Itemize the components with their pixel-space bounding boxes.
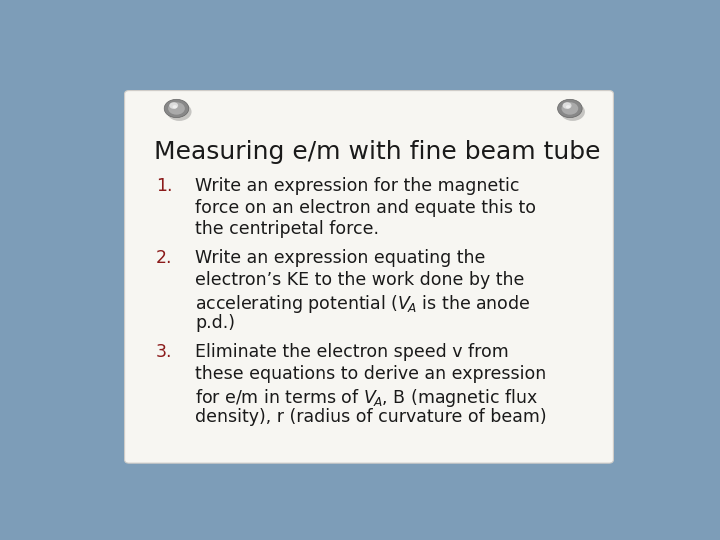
Text: Write an expression for the magnetic: Write an expression for the magnetic: [195, 177, 519, 195]
Circle shape: [557, 99, 582, 118]
Text: accelerating potential ($V_{\!A}$ is the anode: accelerating potential ($V_{\!A}$ is the…: [195, 293, 531, 315]
Circle shape: [562, 102, 572, 109]
Circle shape: [173, 105, 177, 109]
Circle shape: [560, 103, 585, 121]
Circle shape: [169, 102, 178, 109]
Text: force on an electron and equate this to: force on an electron and equate this to: [195, 199, 536, 217]
Text: 2.: 2.: [156, 249, 173, 267]
Text: the centripetal force.: the centripetal force.: [195, 220, 379, 238]
Circle shape: [168, 102, 185, 114]
FancyBboxPatch shape: [125, 91, 613, 463]
Text: for e/m in terms of $V_{\!A}$, B (magnetic flux: for e/m in terms of $V_{\!A}$, B (magnet…: [195, 387, 538, 409]
Circle shape: [164, 99, 189, 118]
Text: 1.: 1.: [156, 177, 173, 195]
Text: these equations to derive an expression: these equations to derive an expression: [195, 365, 546, 383]
Text: 3.: 3.: [156, 343, 173, 361]
Text: p.d.): p.d.): [195, 314, 235, 332]
Circle shape: [167, 103, 192, 121]
Text: Measuring e/m with fine beam tube: Measuring e/m with fine beam tube: [154, 140, 600, 164]
Text: density), r (radius of curvature of beam): density), r (radius of curvature of beam…: [195, 408, 546, 426]
Text: Eliminate the electron speed v from: Eliminate the electron speed v from: [195, 343, 508, 361]
Text: electron’s KE to the work done by the: electron’s KE to the work done by the: [195, 271, 524, 289]
Text: Write an expression equating the: Write an expression equating the: [195, 249, 485, 267]
Circle shape: [562, 102, 578, 114]
Circle shape: [566, 105, 570, 109]
